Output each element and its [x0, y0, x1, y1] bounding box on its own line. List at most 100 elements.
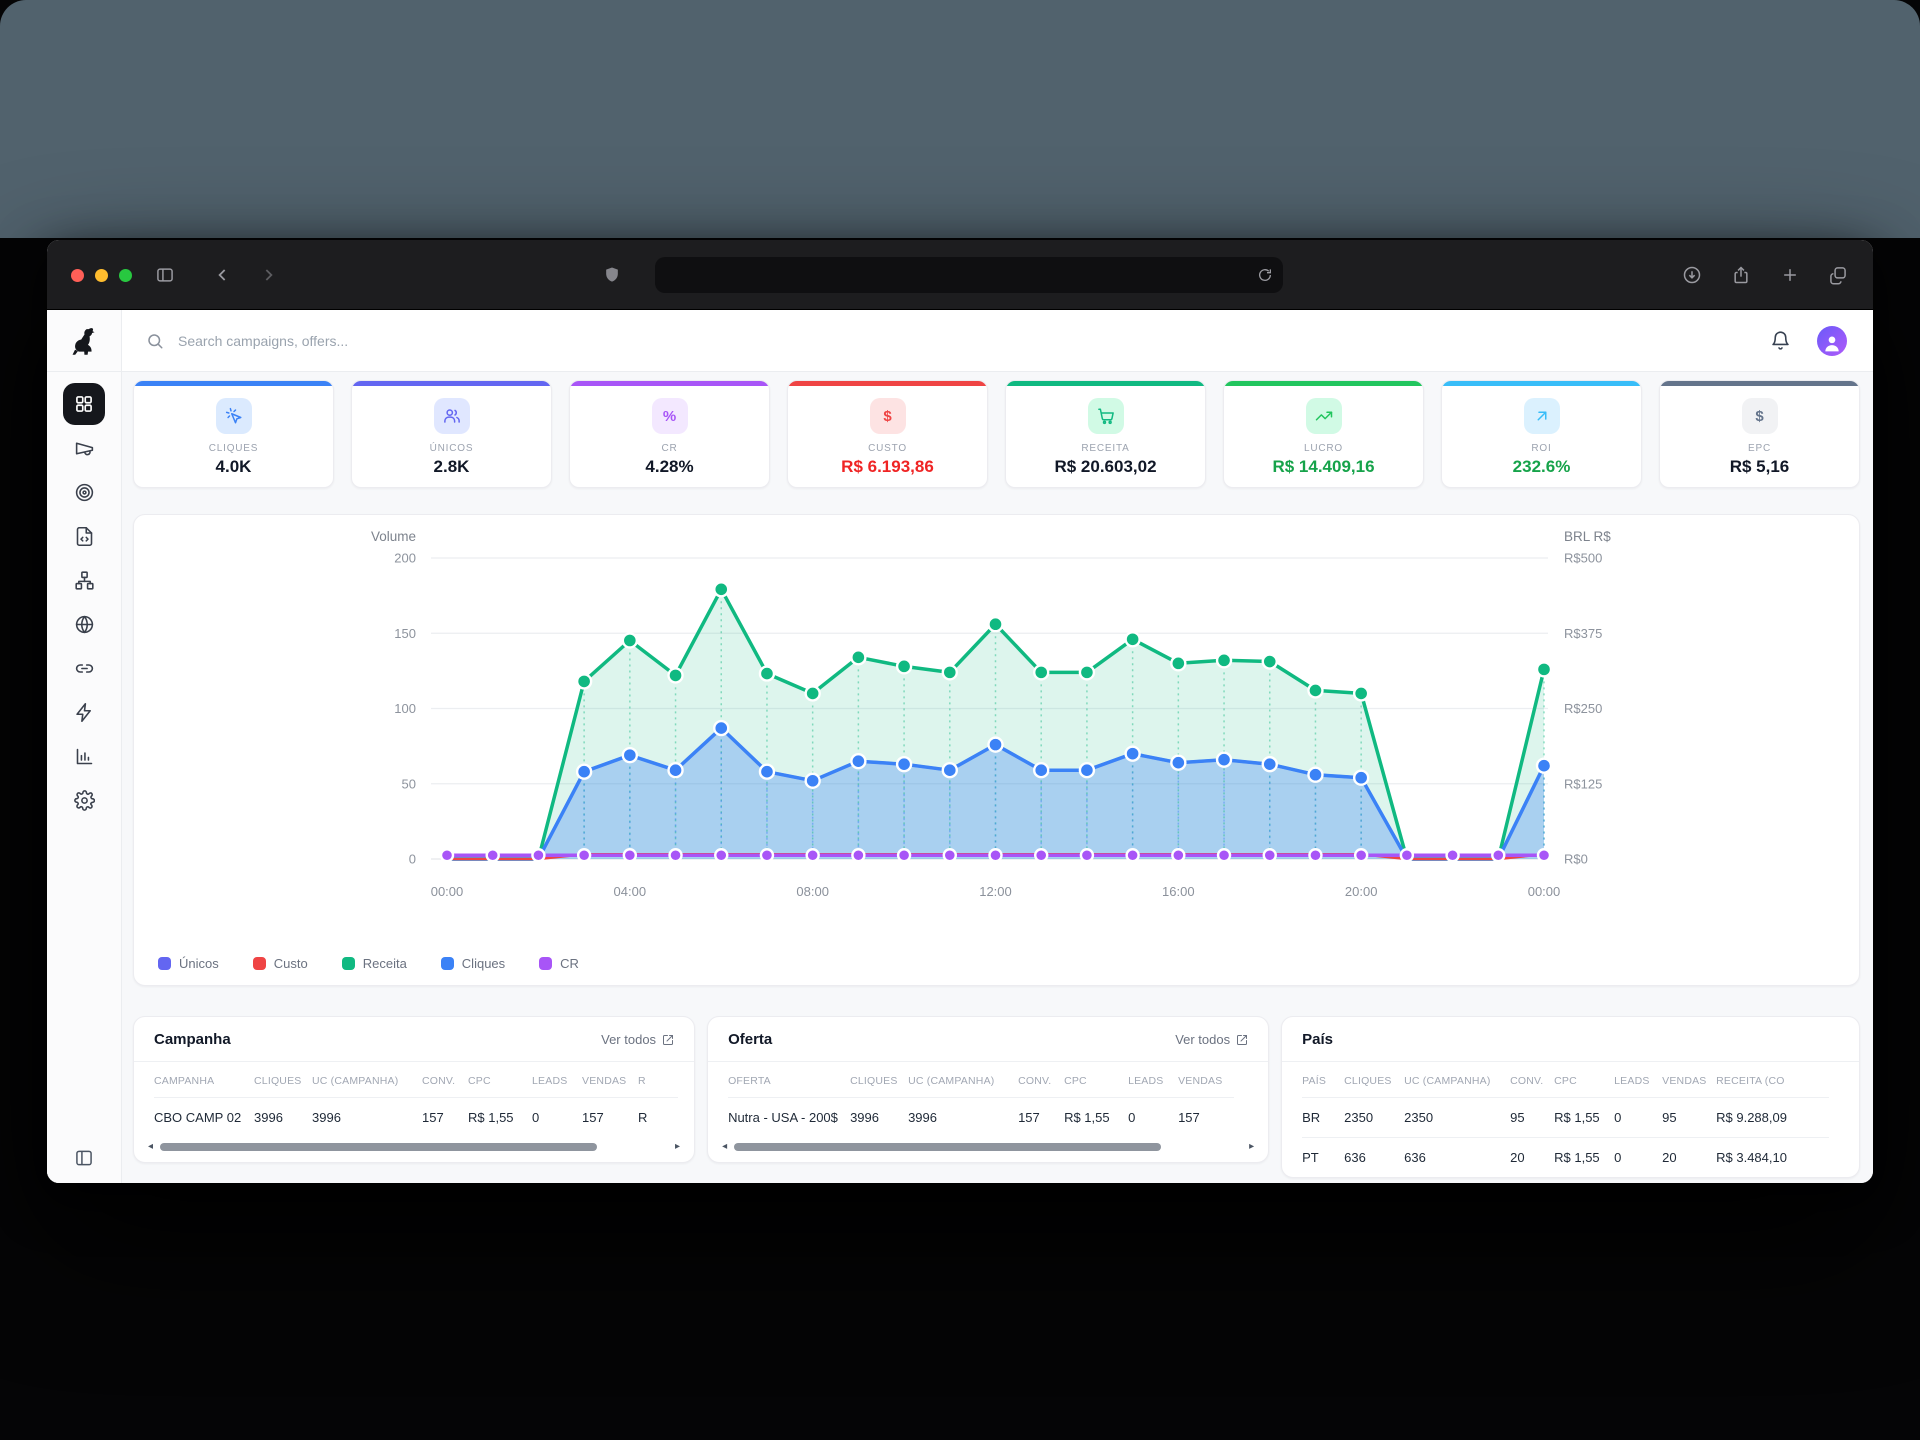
column-header: VENDAS: [1178, 1075, 1223, 1087]
legend-item-custo[interactable]: Custo: [252, 956, 308, 971]
kpi-value: 232.6%: [1512, 457, 1571, 476]
sidebar-item-dashboard[interactable]: [62, 382, 106, 426]
table-cell: 3996: [850, 1097, 909, 1137]
dollar-glyph: $: [883, 407, 892, 425]
tables-row: Campanha Ver todos CAMPANHA CLIQUES UC (CAMP…: [133, 1016, 1860, 1178]
sidebar-item-flows[interactable]: [62, 558, 106, 602]
sidebar-item-landers[interactable]: [62, 514, 106, 558]
scroll-right-arrow[interactable]: ▸: [1249, 1141, 1255, 1152]
tab-overview-icon[interactable]: [1825, 262, 1851, 288]
scroll-left-arrow[interactable]: ◂: [148, 1141, 154, 1152]
table-card-header: País: [1282, 1017, 1859, 1062]
globe-icon: [75, 615, 93, 633]
scrollbar-thumb[interactable]: [734, 1143, 1161, 1151]
kpi-card-unicos: ÚNICOS 2.8K: [351, 380, 552, 488]
percent-glyph: %: [662, 407, 677, 425]
sidebar-item-links[interactable]: [62, 646, 106, 690]
browser-sidebar-icon[interactable]: [152, 262, 178, 288]
table-cell: 0: [1128, 1097, 1179, 1137]
view-all-label: Ver todos: [601, 1032, 657, 1047]
column-header: PAÍS: [1302, 1075, 1327, 1087]
column-header: CPC: [1064, 1075, 1087, 1087]
traffic-chart: 200 R$500 150 R$375 100 R$250 50 R$125 0 R$0 Volum…: [371, 529, 1611, 899]
share-icon[interactable]: [1728, 262, 1754, 288]
column-header: UC (CAMPANHA): [1404, 1075, 1491, 1087]
svg-text:150: 150: [394, 626, 416, 641]
kpi-value: R$ 5,16: [1729, 457, 1790, 476]
avatar[interactable]: [1817, 325, 1847, 356]
new-tab-icon[interactable]: [1777, 262, 1803, 288]
column-header: VENDAS: [582, 1075, 627, 1087]
gear-icon: [73, 789, 95, 811]
minimize-window-button[interactable]: [95, 269, 108, 282]
view-all-link[interactable]: Ver todos: [1175, 1032, 1248, 1047]
legend-item-cr[interactable]: CR: [539, 956, 579, 971]
browser-window: CLIQUES 4.0K ÚNICOS 2.8K% CR 4.28% $ CUSTO R$ 6.…: [47, 240, 1873, 1183]
kpi-value: 4.28%: [645, 457, 694, 476]
kpi-accent-strip: [570, 381, 769, 386]
cart-icon: [1087, 398, 1124, 434]
legend-label: Únicos: [179, 956, 219, 971]
sidebar-item-domains[interactable]: [62, 602, 106, 646]
table-cell: PT: [1302, 1137, 1345, 1177]
scrollbar-thumb[interactable]: [160, 1143, 597, 1151]
table-cell: 0: [1614, 1137, 1663, 1177]
legend-item-receita[interactable]: Receita: [341, 956, 407, 971]
svg-text:16:00: 16:00: [1162, 884, 1195, 899]
address-bar[interactable]: [655, 257, 1283, 293]
close-window-button[interactable]: [71, 269, 84, 282]
kpi-value: R$ 20.603,02: [1054, 457, 1157, 476]
table-cell: 20: [1662, 1137, 1717, 1177]
users-icon: [433, 398, 470, 434]
column-header: CONV.: [1510, 1075, 1544, 1087]
table-scroll-area: OFERTA CLIQUES UC (CAMPANHA) CONV. CPC LEADS V…: [708, 1062, 1268, 1137]
kpi-label: CUSTO: [868, 443, 907, 454]
column-header: CONV.: [1018, 1075, 1052, 1087]
column-header: CLIQUES: [254, 1075, 302, 1087]
scrollbar-track[interactable]: [160, 1143, 668, 1151]
legend-item-únicos[interactable]: Únicos: [158, 956, 219, 971]
kpi-card-custo: $ CUSTO R$ 6.193,86: [787, 380, 988, 488]
traffic-chart-card: 200 R$500 150 R$375 100 R$250 50 R$125 0 R$0 Volum…: [133, 514, 1860, 986]
kpi-card-receita: RECEITA R$ 20.603,02: [1005, 380, 1206, 488]
sidebar-item-targets[interactable]: [62, 470, 106, 514]
legend-label: Cliques: [461, 956, 506, 971]
table-cell: R$ 1,55: [1064, 1097, 1129, 1137]
cart-icon: [1097, 408, 1114, 425]
sidebar-item-settings[interactable]: [62, 778, 106, 822]
downloads-icon[interactable]: [1679, 262, 1705, 288]
table-cell: 0: [1614, 1097, 1663, 1138]
table-title: Campanha: [154, 1031, 231, 1048]
app-logo[interactable]: [47, 310, 121, 372]
table-cell: R: [638, 1097, 678, 1137]
scroll-left-arrow[interactable]: ◂: [722, 1141, 728, 1152]
table-row: PT 636 636 20 R$ 1,55 0 20 R$ 3.484,10: [1302, 1137, 1830, 1177]
horizontal-scrollbar: ◂ ▸: [708, 1137, 1268, 1162]
sidebar-item-campaigns[interactable]: [62, 426, 106, 470]
forward-icon[interactable]: [255, 262, 281, 288]
sidebar-collapse-icon[interactable]: [74, 1148, 94, 1173]
dollar-icon: $: [869, 398, 906, 434]
scrollbar-track[interactable]: [734, 1143, 1242, 1151]
search-icon: [148, 333, 163, 348]
scroll-right-arrow[interactable]: ▸: [675, 1141, 681, 1152]
reload-icon[interactable]: [1257, 267, 1273, 283]
notifications-bell-icon[interactable]: [1770, 330, 1791, 351]
legend-item-cliques[interactable]: Cliques: [440, 956, 506, 971]
table-scroll-area: CAMPANHA CLIQUES UC (CAMPANHA) CONV. CPC LEAD…: [134, 1062, 694, 1137]
bar-chart-icon: [76, 748, 92, 764]
kpi-card-roi: ROI 232.6%: [1441, 380, 1642, 488]
sidebar-item-reports[interactable]: [62, 734, 106, 778]
kpi-label: EPC: [1748, 443, 1771, 454]
legend-label: CR: [560, 956, 579, 971]
sidebar-item-automations[interactable]: [62, 690, 106, 734]
search-input[interactable]: [176, 331, 1758, 350]
zoom-window-button[interactable]: [119, 269, 132, 282]
table-cell: 157: [1178, 1097, 1235, 1137]
data-table: OFERTA CLIQUES UC (CAMPANHA) CONV. CPC LEADS V…: [728, 1062, 1235, 1137]
back-icon[interactable]: [210, 262, 236, 288]
view-all-link[interactable]: Ver todos: [601, 1032, 674, 1047]
dollar-icon: $: [1741, 398, 1778, 434]
table-cell: 95: [1662, 1097, 1717, 1138]
table-cell: 0: [532, 1097, 582, 1137]
